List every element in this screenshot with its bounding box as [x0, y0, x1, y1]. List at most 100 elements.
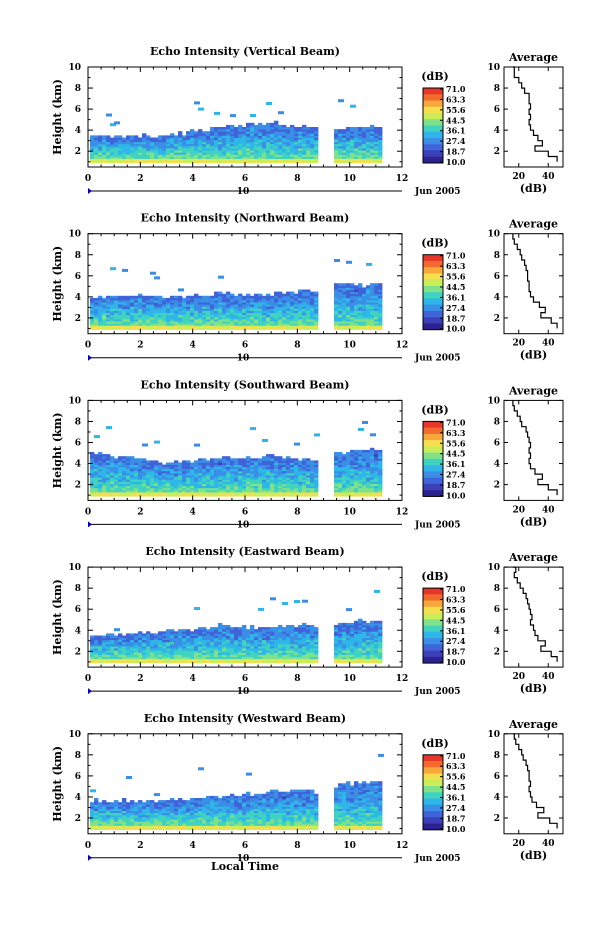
- echo-cell: [154, 492, 159, 495]
- echo-cell: [106, 152, 111, 155]
- echo-cell: [290, 308, 295, 311]
- colorbar-swatch: [423, 483, 443, 491]
- echo-cell: [342, 454, 347, 457]
- echo-cell: [194, 660, 199, 664]
- echo-cell: [226, 477, 231, 480]
- echo-cell: [110, 154, 115, 157]
- echo-cell: [210, 325, 215, 328]
- echo-cell: [182, 492, 187, 495]
- echo-cell: [182, 635, 187, 638]
- echo-cell: [298, 625, 303, 628]
- echo-cell: [266, 627, 271, 630]
- echo-cell: [230, 660, 235, 664]
- echo-cell: [358, 477, 363, 480]
- echo-cell: [378, 152, 383, 155]
- echo-cell: [210, 295, 215, 299]
- echo-cell: [198, 327, 203, 330]
- avg-x-tick-label: 20: [512, 339, 525, 349]
- echo-cell: [246, 479, 251, 482]
- echo-cell: [298, 494, 303, 497]
- echo-cell: [202, 470, 207, 474]
- echo-cell: [122, 310, 127, 313]
- echo-cell: [222, 152, 227, 155]
- echo-cell: [98, 654, 103, 657]
- echo-cell: [218, 641, 223, 645]
- echo-cell: [150, 312, 155, 316]
- echo-cell: [354, 304, 359, 307]
- echo-cell: [350, 470, 355, 474]
- echo-cell: [238, 316, 243, 320]
- y-tick-label: 10: [68, 396, 81, 406]
- echo-cell: [182, 656, 187, 660]
- echo-cell: [350, 325, 355, 328]
- echo-cell: [146, 302, 151, 305]
- echo-cell: [374, 297, 379, 301]
- echo-cell: [198, 635, 203, 638]
- echo-cell: [282, 158, 287, 162]
- echo-cell: [178, 135, 183, 138]
- echo-cell: [374, 302, 379, 305]
- echo-cell: [138, 139, 143, 143]
- echo-cell: [358, 462, 363, 465]
- echo-cell: [258, 154, 263, 157]
- echo-cell: [226, 327, 231, 330]
- echo-cell: [98, 643, 103, 647]
- echo-cell: [126, 314, 131, 318]
- echo-cell: [182, 314, 187, 318]
- echo-cell: [102, 306, 107, 309]
- echo-cell: [226, 310, 231, 313]
- echo-cell: [106, 466, 111, 470]
- echo-cell: [362, 460, 367, 463]
- echo-cell: [314, 156, 319, 159]
- echo-cell: [230, 310, 235, 313]
- echo-cell: [210, 633, 215, 636]
- echo-cell: [206, 325, 211, 328]
- echo-cell: [250, 156, 255, 159]
- echo-cell: [110, 656, 115, 660]
- echo-cell: [246, 650, 251, 653]
- echo-cell: [110, 325, 115, 328]
- echo-cell: [158, 479, 163, 482]
- echo-cell: [282, 137, 287, 140]
- echo-cell: [106, 304, 111, 307]
- echo-cell: [234, 158, 239, 162]
- echo-cell: [238, 160, 243, 164]
- echo-cell: [334, 479, 339, 482]
- echo-cell: [278, 633, 283, 636]
- echo-cell: [310, 643, 315, 647]
- echo-cell: [158, 643, 163, 647]
- echo-cell: [126, 323, 131, 326]
- echo-cell: [286, 310, 291, 313]
- echo-cell: [198, 158, 203, 162]
- echo-cell: [162, 475, 167, 478]
- echo-cell: [110, 633, 115, 636]
- echo-cell: [358, 319, 363, 322]
- echo-cell: [334, 625, 339, 628]
- echo-cell: [206, 308, 211, 311]
- echo-cell: [286, 300, 291, 303]
- echo-cell: [206, 487, 211, 491]
- echo-cell: [302, 658, 307, 662]
- echo-cell: [202, 646, 207, 649]
- echo-cell: [94, 466, 99, 470]
- echo-cell: [126, 643, 131, 647]
- echo-cell: [282, 473, 287, 476]
- echo-cell: [374, 489, 379, 493]
- echo-cell: [102, 475, 107, 478]
- echo-cell: [270, 597, 276, 601]
- echo-cell: [374, 156, 379, 159]
- echo-cell: [278, 124, 283, 128]
- echo-cell: [246, 154, 251, 157]
- echo-cell: [174, 489, 179, 493]
- echo-cell: [170, 297, 175, 301]
- echo-cell: [174, 650, 179, 653]
- echo-cell: [358, 154, 363, 157]
- echo-cell: [174, 487, 179, 491]
- echo-cell: [254, 481, 259, 484]
- echo-cell: [258, 327, 263, 330]
- echo-cell: [222, 160, 227, 164]
- echo-cell: [334, 631, 339, 634]
- echo-cell: [158, 660, 163, 664]
- echo-cell: [230, 475, 235, 478]
- echo-cell: [222, 150, 227, 153]
